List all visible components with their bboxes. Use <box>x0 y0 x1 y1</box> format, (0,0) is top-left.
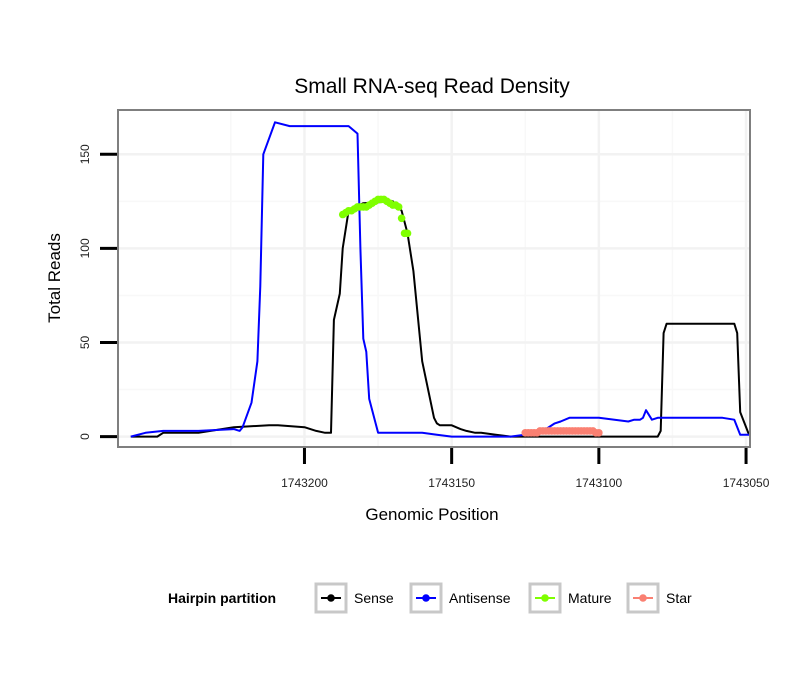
series-line-antisense <box>130 121 749 438</box>
legend-key-point-sense <box>327 594 335 602</box>
legend-label-mature: Mature <box>568 590 612 606</box>
chart-title: Small RNA-seq Read Density <box>294 75 570 98</box>
legend-key-point-mature <box>541 594 549 602</box>
data-point-mature <box>394 203 403 211</box>
x-axis: 1743200 1743150 1743100 1743050 <box>281 448 770 490</box>
legend-label-star: Star <box>666 590 692 606</box>
legend-label-sense: Sense <box>354 590 394 606</box>
grid <box>119 111 749 446</box>
plot-border <box>117 109 751 448</box>
legend-label-antisense: Antisense <box>449 590 511 606</box>
y-axis-title: Total Reads <box>45 233 64 323</box>
x-tick-label: 1743150 <box>428 476 475 490</box>
x-tick-label: 1743050 <box>723 476 770 490</box>
data-point-mature <box>403 229 412 238</box>
legend-key-point-star <box>639 594 647 602</box>
data-point-star <box>595 429 603 437</box>
legend: Hairpin partition Sense Antisense Mature St… <box>168 582 692 614</box>
y-axis: 0 50 100 150 <box>78 144 117 440</box>
series-line-sense <box>130 200 750 438</box>
x-tick-label: 1743100 <box>576 476 623 490</box>
series-lines <box>130 121 750 438</box>
y-tick-label: 50 <box>78 335 92 349</box>
y-tick-label: 100 <box>78 238 92 258</box>
legend-key-point-antisense <box>422 594 430 602</box>
legend-title: Hairpin partition <box>168 590 276 606</box>
x-tick-label: 1743200 <box>281 476 328 490</box>
data-point-mature <box>397 214 406 223</box>
y-tick-label: 150 <box>78 144 92 164</box>
x-axis-title: Genomic Position <box>365 505 498 524</box>
plot-background <box>119 111 749 446</box>
y-tick-label: 0 <box>78 433 92 440</box>
series-points <box>338 195 603 437</box>
